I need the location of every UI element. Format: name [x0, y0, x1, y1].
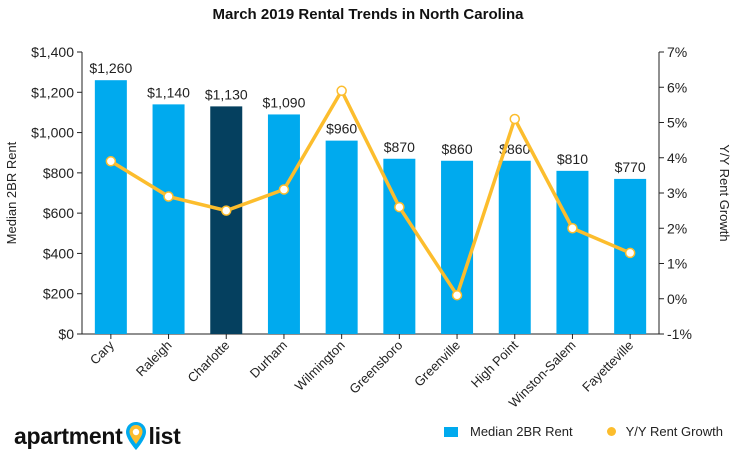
left-tick-label: $1,000: [31, 125, 74, 141]
legend-item-growth: Y/Y Rent Growth: [606, 424, 723, 439]
growth-point: [105, 156, 117, 167]
bar: [94, 80, 127, 334]
right-tick-label: 5%: [667, 115, 687, 131]
chart-legend: Median 2BR Rent Y/Y Rent Growth: [444, 424, 723, 439]
chart-title: March 2019 Rental Trends in North Caroli…: [212, 6, 524, 23]
growth-point: [394, 201, 405, 213]
bar: [152, 104, 185, 334]
y-axis-title: Median 2BR Rent: [4, 141, 19, 244]
bar: [556, 170, 589, 334]
bar: [210, 106, 243, 334]
growth-point: [163, 191, 174, 202]
right-tick-label: 3%: [667, 185, 687, 201]
left-tick-label: $600: [43, 205, 74, 221]
legend-swatch-line: [606, 427, 616, 436]
bar-data-label: $1,260: [89, 60, 132, 76]
brand-logo: apartment list: [14, 418, 181, 454]
left-tick-label: $1,400: [31, 44, 74, 60]
x-tick-label: Durham: [247, 338, 290, 381]
bar-data-label: $1,130: [205, 86, 248, 102]
legend-swatch-bar: [444, 426, 458, 437]
x-tick-label: Raleigh: [133, 338, 175, 380]
right-tick-label: 7%: [667, 44, 687, 60]
growth-point: [221, 205, 232, 216]
bar: [267, 114, 300, 334]
legend-label-rent: Median 2BR Rent: [470, 424, 573, 439]
legend-label-growth: Y/Y Rent Growth: [625, 424, 723, 439]
growth-point: [278, 184, 290, 195]
left-tick-label: $1,200: [31, 84, 74, 100]
bar: [498, 160, 531, 334]
growth-point: [336, 85, 347, 97]
growth-point: [509, 113, 520, 125]
x-tick-label: Wilmington: [292, 338, 348, 394]
right-tick-label: 4%: [667, 150, 687, 166]
right-tick-label: 2%: [667, 220, 687, 236]
x-tick-label: Greenville: [411, 338, 463, 390]
x-tick-label: High Point: [468, 337, 521, 390]
left-tick-label: $800: [43, 165, 74, 181]
bar: [325, 140, 358, 334]
bar-data-label: $960: [326, 121, 357, 137]
bar-data-label: $870: [384, 139, 415, 155]
left-tick-label: $200: [43, 286, 74, 302]
bar: [441, 160, 474, 334]
bar-data-label: $860: [441, 141, 472, 157]
logo-text-left: apartment: [14, 422, 123, 449]
bar-data-label: $1,090: [263, 94, 306, 110]
x-tick-label: Fayetteville: [579, 338, 636, 395]
left-tick-label: $0: [58, 326, 74, 342]
growth-line: [109, 89, 631, 297]
right-tick-label: 1%: [667, 256, 687, 272]
left-tick-label: $400: [43, 245, 74, 261]
x-tick-label: Cary: [87, 337, 117, 367]
growth-point: [451, 289, 463, 301]
bar-data-label: $770: [615, 159, 646, 175]
bar-data-label: $810: [557, 151, 588, 167]
right-tick-label: 6%: [667, 79, 687, 95]
y2-axis-title: Y/Y Rent Growth: [717, 144, 732, 241]
legend-item-rent: Median 2BR Rent: [444, 424, 573, 439]
right-tick-label: 0%: [667, 291, 687, 307]
x-tick-label: Greensboro: [346, 338, 405, 397]
bar-data-label: $1,140: [147, 84, 190, 100]
growth-point: [567, 223, 578, 234]
growth-point: [624, 247, 636, 259]
x-tick-label: Charlotte: [184, 338, 232, 386]
right-tick-label: -1%: [667, 326, 692, 342]
logo-text-right: list: [148, 422, 181, 449]
map-pin-icon: [125, 422, 146, 450]
